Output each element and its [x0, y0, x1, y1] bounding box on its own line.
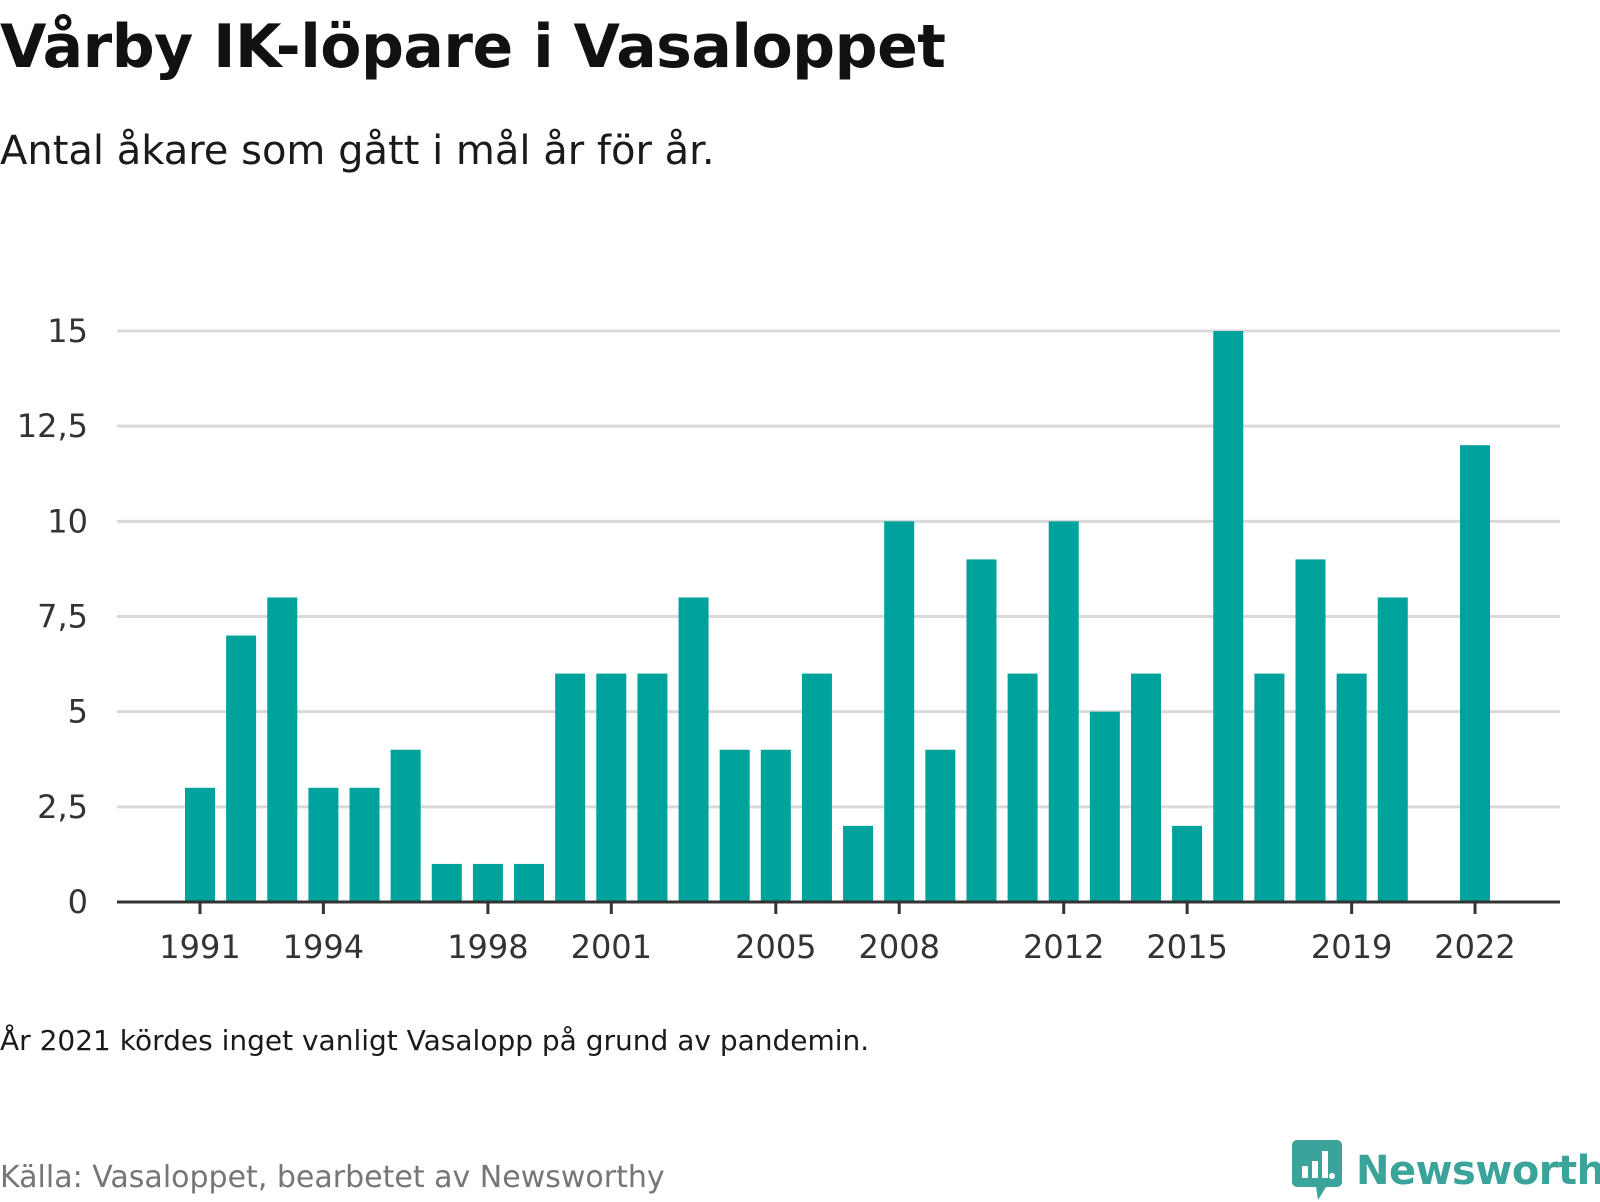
- y-tick-label: 10: [47, 502, 88, 540]
- bar-2004: [719, 749, 750, 902]
- bar-1992: [226, 635, 257, 902]
- bar-1995: [349, 787, 380, 902]
- bar-1998: [472, 863, 503, 902]
- bar-2009: [925, 749, 956, 902]
- bar-2000: [555, 673, 586, 902]
- x-tick-label: 1991: [159, 928, 240, 966]
- bar-2020: [1377, 597, 1408, 902]
- bar-2016: [1213, 331, 1244, 902]
- x-axis: 1991 1994 1998 2001 2005 2008 2012 2015 2019 2022: [117, 900, 1560, 966]
- bar-2006: [801, 673, 832, 902]
- y-tick-label: 5: [68, 693, 88, 731]
- bar-1997: [431, 863, 462, 902]
- bar-2012: [1048, 521, 1079, 902]
- x-tick-label: 1998: [447, 928, 528, 966]
- bar-1994: [308, 787, 339, 902]
- x-tick-label: 2001: [571, 928, 652, 966]
- y-tick-label: 15: [47, 312, 88, 350]
- y-tick-label: 7,5: [37, 598, 88, 636]
- y-tick-label: 0: [68, 883, 88, 921]
- chart-note: År 2021 kördes inget vanligt Vasalopp på…: [0, 1024, 870, 1057]
- bar-2011: [1007, 673, 1038, 902]
- bar-2015: [1172, 825, 1203, 902]
- y-tick-label: 2,5: [37, 788, 88, 826]
- bar-2005: [760, 749, 791, 902]
- x-tick-label: 2019: [1311, 928, 1392, 966]
- bar-2002: [637, 673, 668, 902]
- source-credit: Källa: Vasaloppet, bearbetet av Newswort…: [0, 1160, 665, 1195]
- bar-2010: [966, 559, 997, 902]
- bar-2013: [1089, 711, 1120, 902]
- bar-2018: [1295, 559, 1326, 902]
- bar-1996: [390, 749, 421, 902]
- bar-2019: [1336, 673, 1367, 902]
- bar-2003: [678, 597, 709, 902]
- bar-2008: [884, 521, 915, 902]
- bar-2014: [1130, 673, 1161, 902]
- bar-2017: [1254, 673, 1285, 902]
- x-tick-label: 2015: [1146, 928, 1227, 966]
- bar-2007: [843, 825, 874, 902]
- x-tick-label: 1994: [283, 928, 364, 966]
- x-tick-label: 2008: [858, 928, 939, 966]
- bar-1993: [267, 597, 298, 902]
- bar-2001: [596, 673, 627, 902]
- bar-1999: [514, 863, 545, 902]
- y-tick-labels: 0 2,5 5 7,5 10 12,5 15: [17, 312, 88, 921]
- brand-name: Newsworthy: [1356, 1148, 1600, 1194]
- newsworthy-logo: Newsworthy: [1292, 1140, 1600, 1202]
- bar-2022: [1460, 445, 1491, 902]
- bar-1991: [185, 787, 215, 902]
- x-tick-label: 2005: [735, 928, 816, 966]
- chart-subtitle: Antal åkare som gått i mål år för år.: [0, 128, 715, 174]
- x-tick-label: 2012: [1023, 928, 1104, 966]
- x-tick-label: 2022: [1434, 928, 1515, 966]
- bars: [185, 331, 1491, 902]
- newsworthy-logo-icon: [1292, 1140, 1342, 1200]
- y-tick-label: 12,5: [17, 407, 88, 445]
- chart-title: Vårby IK-löpare i Vasaloppet: [0, 12, 946, 82]
